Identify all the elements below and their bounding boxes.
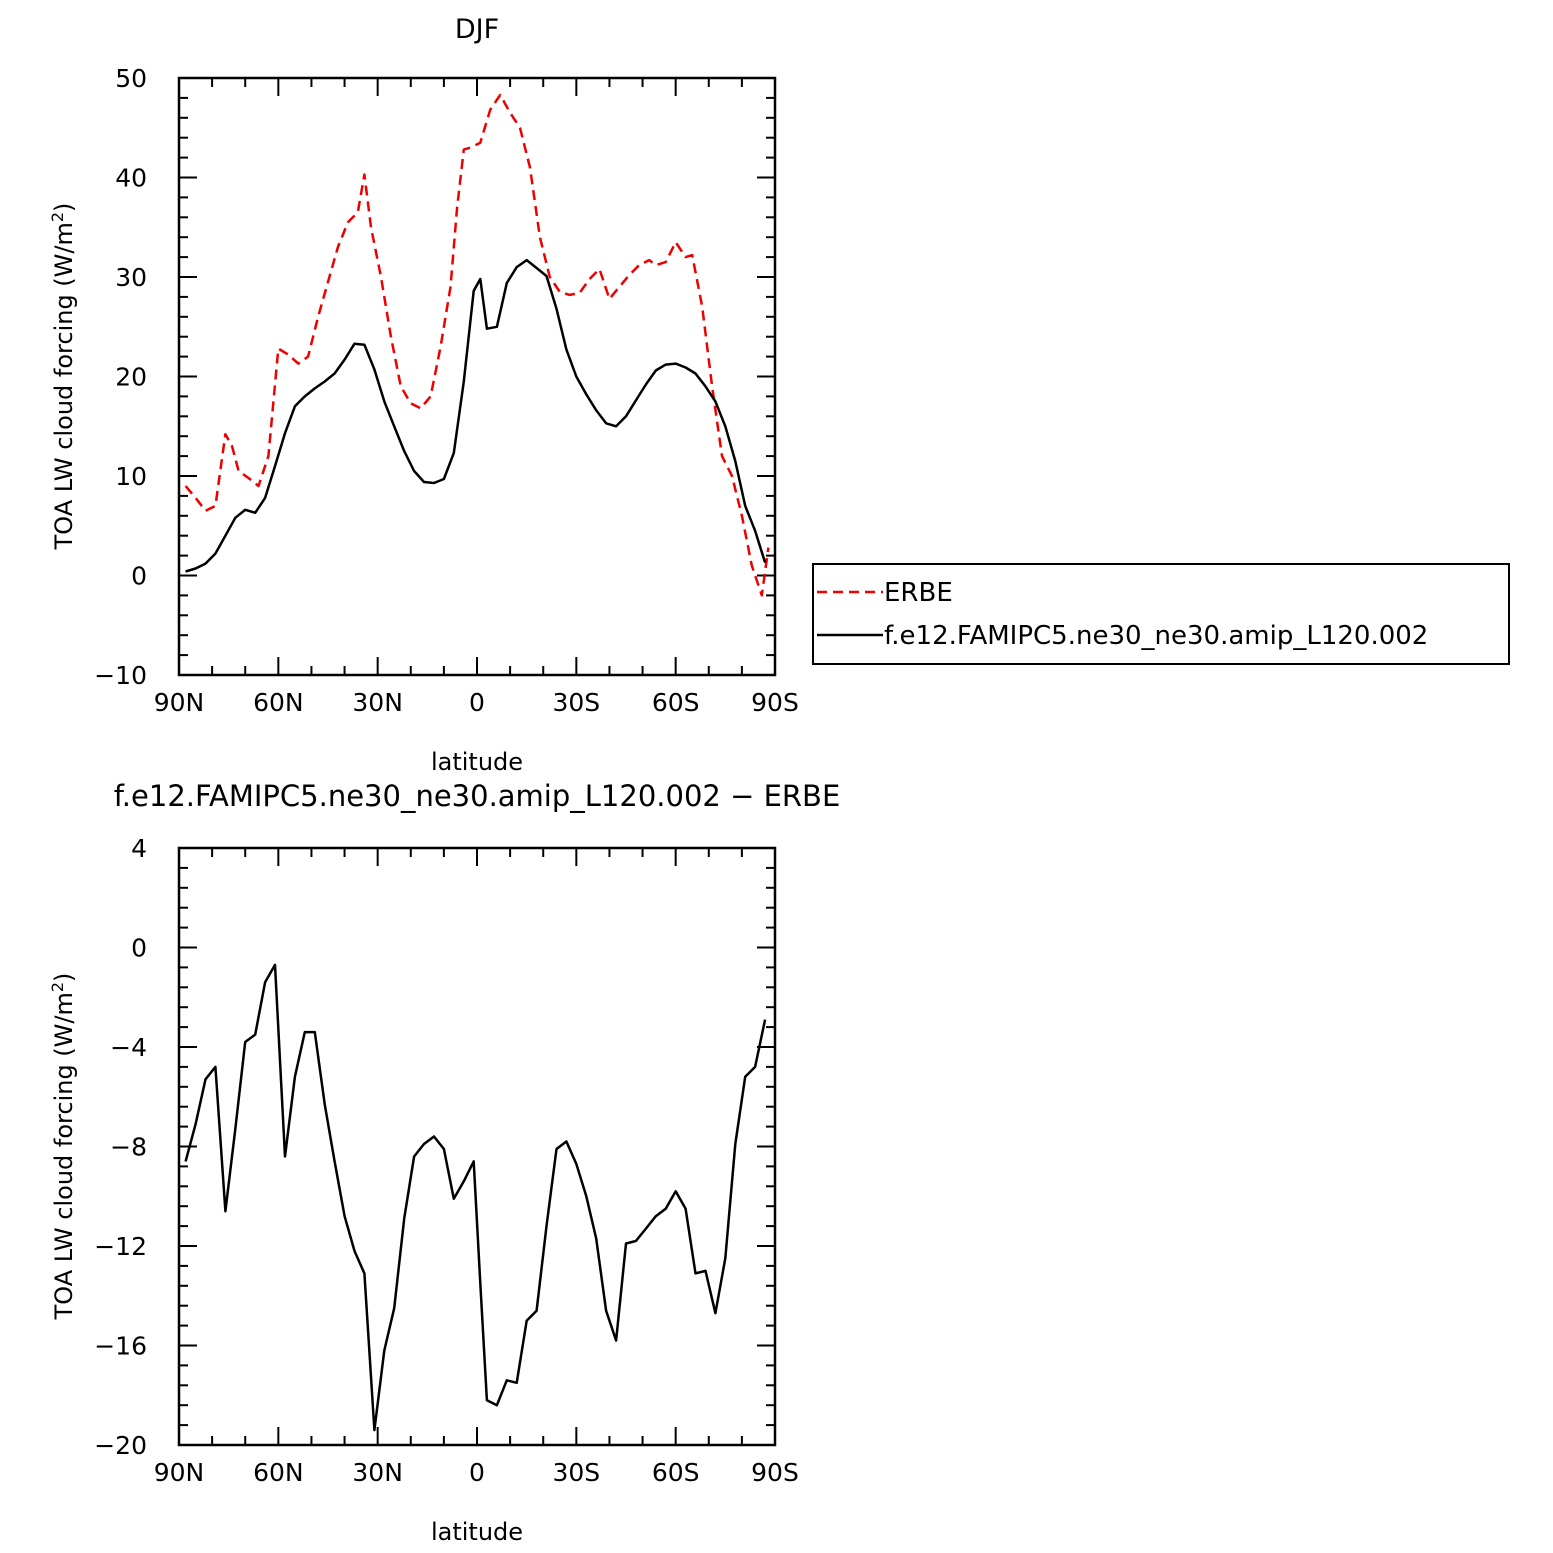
top-y-axis-label-main: TOA LW cloud forcing (W/m: [50, 222, 78, 550]
top-tick-labels: 90N 60N 30N 0 30S 60S 90S −10 0 10 20 30 40 50: [94, 64, 799, 717]
bottom-y-tick-label: −4: [110, 1033, 147, 1062]
bottom-y-tick-label: −16: [94, 1332, 147, 1361]
top-y-axis-label-sup: 2: [48, 212, 67, 222]
top-series-line-erbe: [184, 93, 770, 597]
bottom-y-axis-label-end: ): [50, 973, 78, 982]
top-plot-frame: [177, 76, 777, 677]
top-y-tick-label: 40: [115, 164, 147, 193]
top-x-tick-label: 60S: [652, 688, 700, 717]
bottom-y-tick-label: −8: [110, 1133, 147, 1162]
top-x-tick-label: 0: [469, 688, 485, 717]
top-y-tick-label: 30: [115, 263, 147, 292]
top-legend: ERBE f.e12.FAMIPC5.ne30_ne30.amip_L120.0…: [812, 563, 1510, 665]
bottom-x-tick-label: 90N: [154, 1458, 205, 1487]
top-x-tick-label: 30N: [352, 688, 403, 717]
top-y-tick-label: −10: [94, 661, 147, 690]
top-chart-title: DJF: [455, 14, 499, 45]
bottom-x-axis-label: latitude: [431, 1518, 523, 1546]
legend-model-label: f.e12.FAMIPC5.ne30_ne30.amip_L120.002: [884, 621, 1428, 651]
bottom-x-tick-label: 30N: [352, 1458, 403, 1487]
top-x-tick-label: 90S: [751, 688, 799, 717]
bottom-y-axis-label: TOA LW cloud forcing (W/m2): [48, 973, 78, 1321]
top-y-axis-label: TOA LW cloud forcing (W/m2): [48, 203, 78, 551]
bottom-y-axis-label-main: TOA LW cloud forcing (W/m: [50, 992, 78, 1320]
top-y-tick-label: 10: [115, 462, 147, 491]
bottom-y-tick-label: 0: [131, 934, 147, 963]
legend-erbe-label: ERBE: [884, 578, 953, 608]
top-series-line-model: [185, 258, 767, 573]
top-y-tick-label: 50: [115, 64, 147, 93]
bottom-plot-frame: [177, 846, 777, 1447]
top-y-axis-label-end: ): [50, 203, 78, 212]
bottom-chart-panel: f.e12.FAMIPC5.ne30_ne30.amip_L120.002 − …: [48, 779, 840, 1546]
top-x-tick-label: 60N: [253, 688, 304, 717]
top-x-tick-label: 30S: [552, 688, 600, 717]
top-y-tick-label: 20: [115, 363, 147, 392]
top-x-axis-label: latitude: [431, 748, 523, 776]
top-axis-ticks: [178, 77, 776, 676]
top-series-group: [184, 93, 770, 597]
bottom-x-tick-label: 30S: [552, 1458, 600, 1487]
bottom-y-axis-label-sup: 2: [48, 982, 67, 992]
top-y-tick-label: 0: [131, 562, 147, 591]
top-chart-panel: DJF 90N 60N 30N 0 30S 60S 90S −10 0 10 20 30 40 50 la…: [48, 14, 1510, 776]
bottom-chart-title: f.e12.FAMIPC5.ne30_ne30.amip_L120.002 − …: [114, 779, 841, 813]
bottom-tick-labels: 90N 60N 30N 0 30S 60S 90S −20 −16 −12 −8 −4 0 4: [94, 834, 799, 1487]
bottom-x-tick-label: 90S: [751, 1458, 799, 1487]
bottom-y-tick-label: −20: [94, 1431, 147, 1460]
bottom-series-line-difference: [184, 963, 767, 1432]
bottom-x-tick-label: 60S: [652, 1458, 700, 1487]
bottom-y-tick-label: −12: [94, 1232, 147, 1261]
top-x-tick-label: 90N: [154, 688, 205, 717]
bottom-axis-ticks: [178, 847, 776, 1446]
bottom-x-tick-label: 60N: [253, 1458, 304, 1487]
bottom-y-tick-label: 4: [131, 834, 147, 863]
legend-box: [812, 563, 1510, 665]
bottom-x-tick-label: 0: [469, 1458, 485, 1487]
bottom-series-group: [184, 963, 767, 1432]
